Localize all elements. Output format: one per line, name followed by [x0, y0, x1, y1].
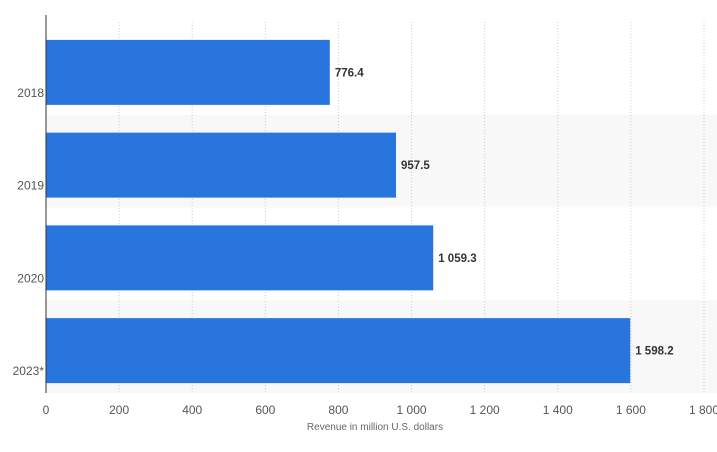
x-tick-label: 800: [328, 403, 348, 417]
x-tick-labels: 0 200 400 600 800 1 000 1 200 1 400 1 600 1 800: [43, 403, 717, 417]
category-label: 2018: [17, 86, 44, 100]
category-label: 2020: [17, 271, 44, 285]
data-label: 1 598.2: [635, 346, 673, 358]
data-label: 776.4: [335, 67, 364, 79]
bars: [46, 39, 631, 384]
x-axis-title: Revenue in million U.S. dollars: [307, 422, 443, 433]
bar: [46, 225, 434, 291]
bar: [46, 318, 631, 384]
x-tick-label: 400: [182, 403, 202, 417]
bar: [46, 132, 397, 198]
category-label: 2019: [17, 179, 44, 193]
category-labels: 2018 2019 2020 2023*: [13, 86, 45, 378]
data-label: 957.5: [401, 160, 430, 172]
x-tick-label: 1 600: [616, 403, 646, 417]
data-labels: 776.4 957.5 1 059.3 1 598.2: [335, 67, 674, 357]
x-tick-label: 200: [109, 403, 129, 417]
x-tick-label: 1 000: [397, 403, 427, 417]
bar: [46, 39, 330, 105]
x-tick-label: 1 200: [470, 403, 500, 417]
x-tick-label: 600: [255, 403, 275, 417]
data-label: 1 059.3: [438, 253, 476, 265]
x-tick-label: 1 800: [689, 403, 717, 417]
x-tick-label: 1 400: [543, 403, 573, 417]
category-label: 2023*: [13, 364, 45, 378]
x-tick-label: 0: [43, 403, 50, 417]
